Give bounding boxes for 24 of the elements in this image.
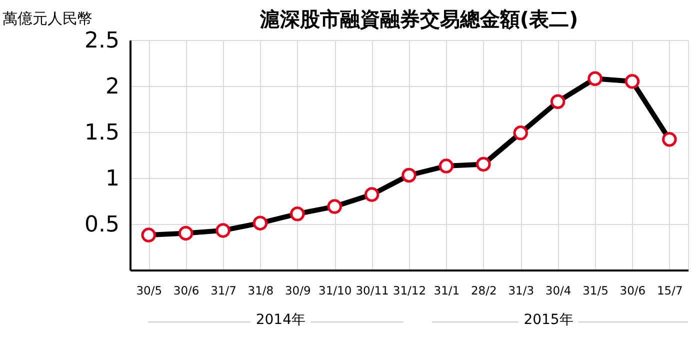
y-tick-label: 1 xyxy=(106,166,120,192)
x-tick-label: 30/4 xyxy=(545,284,572,298)
x-tick-label: 28/2 xyxy=(470,284,497,298)
x-tick-label: 31/7 xyxy=(210,284,236,298)
x-tick-label: 31/5 xyxy=(582,284,608,298)
y-tick-label: 0.5 xyxy=(84,212,120,238)
x-tick-label: 30/9 xyxy=(284,284,311,298)
x-tick-label: 30/6 xyxy=(620,284,646,298)
x-tick-label: 31/8 xyxy=(248,284,274,298)
y-tick-label: 2.5 xyxy=(84,28,120,54)
x-tick-label: 30/11 xyxy=(356,284,389,298)
x-tick-label: 31/3 xyxy=(508,284,534,298)
text: 2015年 xyxy=(524,312,574,328)
x-tick-label: 31/1 xyxy=(434,284,460,298)
x-tick-label: 30/5 xyxy=(136,284,162,298)
y-axis-title: 萬億元人民幣 xyxy=(2,10,92,28)
x-tick-label: 31/12 xyxy=(392,284,426,298)
text: 2014年 xyxy=(256,312,306,328)
chart-title: 滬深股市融資融券交易總金額(表二) xyxy=(258,7,578,31)
y-tick-label: 1.5 xyxy=(84,120,120,146)
x-tick-label: 15/7 xyxy=(656,284,683,298)
x-tick-label: 30/6 xyxy=(173,284,200,298)
y-tick-label: 2 xyxy=(106,74,120,100)
x-tick-label: 31/10 xyxy=(318,284,352,298)
